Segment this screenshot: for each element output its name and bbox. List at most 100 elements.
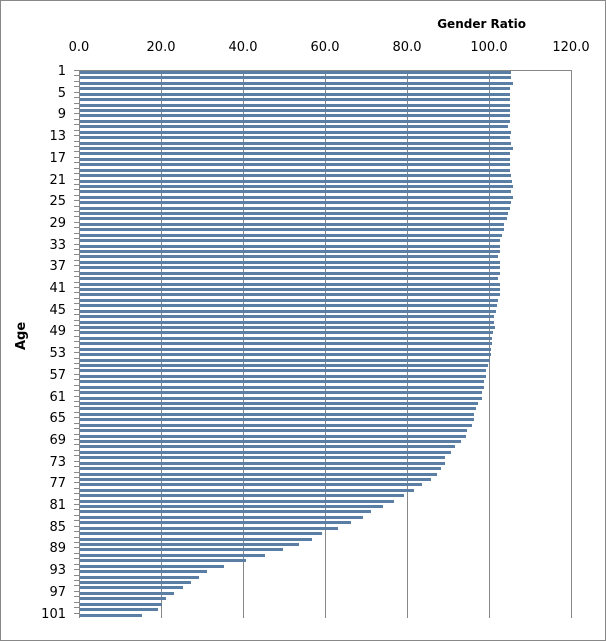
bar	[80, 396, 482, 400]
y-tick-label: 65	[49, 411, 66, 427]
bar	[80, 418, 474, 422]
bar	[80, 369, 486, 373]
y-tick-mark	[74, 514, 79, 516]
bar	[80, 553, 265, 557]
bar	[80, 467, 441, 471]
y-tick-label: 81	[49, 498, 66, 514]
bar	[80, 304, 498, 308]
y-tick-mark	[74, 341, 79, 343]
x-tick-label: 100.0	[470, 40, 508, 55]
y-tick-mark	[74, 558, 79, 560]
y-tick-mark	[74, 390, 79, 392]
y-tick-mark	[74, 91, 79, 93]
bar	[80, 244, 501, 248]
y-tick-mark	[74, 476, 79, 478]
bar	[80, 543, 300, 547]
bar	[80, 152, 510, 156]
y-tick-mark	[74, 438, 79, 440]
bar	[80, 429, 468, 433]
y-tick-mark	[74, 140, 79, 142]
y-tick-mark	[74, 455, 79, 457]
bar	[80, 363, 488, 367]
bar	[80, 212, 509, 216]
y-tick-mark	[74, 487, 79, 489]
bar	[80, 526, 339, 530]
y-tick-mark	[74, 362, 79, 364]
y-tick-mark	[74, 601, 79, 603]
bar	[80, 575, 199, 579]
bar	[80, 266, 501, 270]
bar	[80, 293, 501, 297]
y-tick-mark	[74, 167, 79, 169]
bar	[80, 201, 511, 205]
y-tick-mark	[74, 297, 79, 299]
y-tick-mark	[74, 411, 79, 413]
bar	[80, 407, 476, 411]
bar	[80, 564, 224, 568]
bar	[80, 353, 491, 357]
y-tick-mark	[74, 493, 79, 495]
bar	[80, 532, 322, 536]
x-tick-label: 20.0	[146, 40, 176, 55]
y-tick-label: 17	[49, 150, 66, 166]
bar	[80, 298, 499, 302]
bar	[80, 136, 510, 140]
y-tick-mark	[74, 574, 79, 576]
y-tick-mark	[74, 498, 79, 500]
chart-title: Gender Ratio	[437, 17, 526, 31]
bar	[80, 581, 191, 585]
bar	[80, 521, 351, 525]
bar	[80, 374, 486, 378]
y-tick-mark	[74, 346, 79, 348]
y-tick-mark	[74, 569, 79, 571]
bar	[80, 412, 474, 416]
bar	[80, 315, 495, 319]
x-tick-label: 60.0	[310, 40, 340, 55]
y-tick-mark	[74, 368, 79, 370]
y-tick-mark	[74, 287, 79, 289]
y-tick-mark	[74, 238, 79, 240]
bar	[80, 217, 508, 221]
y-tick-mark	[74, 580, 79, 582]
y-tick-label: 77	[49, 476, 66, 492]
bar	[80, 228, 505, 232]
y-tick-mark	[74, 205, 79, 207]
y-tick-mark	[74, 211, 79, 213]
y-tick-label: 89	[49, 541, 66, 557]
bar	[80, 174, 511, 178]
y-tick-mark	[74, 314, 79, 316]
bar	[80, 195, 513, 199]
bar	[80, 76, 511, 80]
y-tick-mark	[74, 249, 79, 251]
y-tick-mark	[74, 433, 79, 435]
y-tick-mark	[74, 504, 79, 506]
y-tick-label: 5	[57, 85, 66, 101]
y-tick-mark	[74, 227, 79, 229]
y-tick-mark	[74, 335, 79, 337]
y-tick-label: 41	[49, 281, 66, 297]
y-tick-label: 33	[49, 237, 66, 253]
x-tick-label: 0.0	[68, 40, 90, 55]
y-tick-mark	[74, 466, 79, 468]
bar	[80, 255, 499, 259]
y-tick-mark	[74, 542, 79, 544]
bar	[80, 125, 509, 129]
y-tick-mark	[74, 428, 79, 430]
bar	[80, 608, 158, 612]
y-tick-mark	[74, 173, 79, 175]
bar	[80, 434, 467, 438]
y-tick-mark	[74, 352, 79, 354]
bar	[80, 168, 510, 172]
y-tick-mark	[74, 607, 79, 609]
bar	[80, 586, 183, 590]
y-tick-mark	[74, 265, 79, 267]
y-tick-mark	[74, 596, 79, 598]
y-tick-mark	[74, 189, 79, 191]
y-tick-mark	[74, 281, 79, 283]
bar	[80, 119, 510, 123]
bar	[80, 445, 456, 449]
y-tick-mark	[74, 552, 79, 554]
y-tick-mark	[74, 118, 79, 120]
bar	[80, 282, 501, 286]
y-tick-mark	[74, 232, 79, 234]
